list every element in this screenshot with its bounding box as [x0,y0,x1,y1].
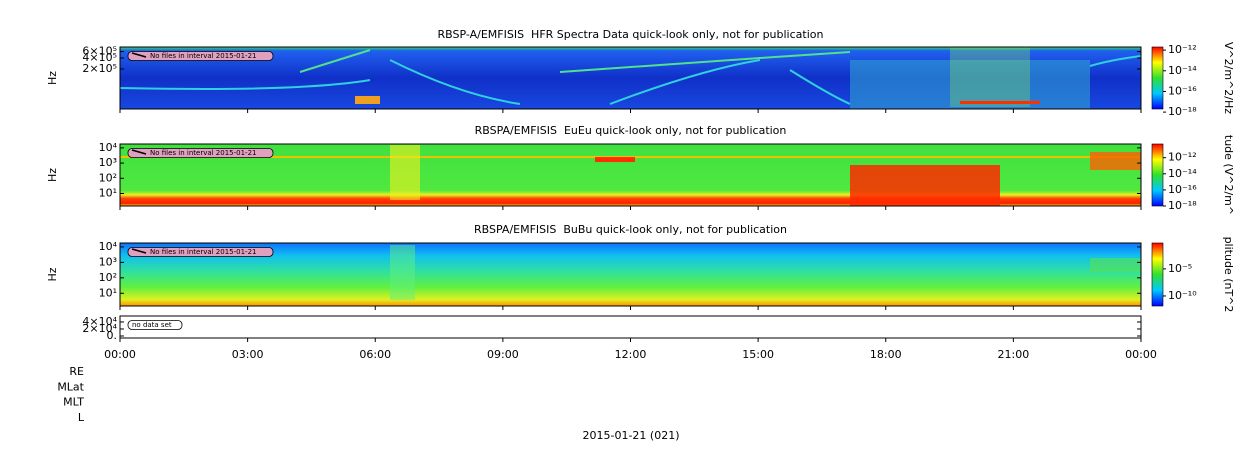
annotation-icon [131,248,147,254]
x-tick-label: 00:00 [104,348,136,361]
ephemeris-label: MLT [63,396,84,409]
annotation-box [127,51,274,61]
y-tick-label: 2×10⁵ [82,62,117,75]
colorbar-tick-label: 10⁻¹⁶ [1168,84,1197,97]
y-tick-label: 10² [99,171,117,184]
y-tick-label: 10² [99,271,117,284]
y-label: Hz [46,168,59,182]
colorbar [1151,242,1164,307]
y-tick-label: 2×10⁴ [82,322,117,335]
colorbar-label: V^2/m^2/Hz [1222,42,1235,114]
x-tick-label: 00:00 [1125,348,1157,361]
colorbar-label: tude (V^2/m^ [1222,135,1235,215]
annotation: no data set [132,321,172,329]
colorbar-tick-label: 10⁻⁵ [1168,262,1192,275]
x-tick-label: 03:00 [232,348,264,361]
y-tick-label: 6×10⁵ [82,45,117,58]
x-tick-label: 18:00 [870,348,902,361]
spectrogram-image [119,47,1142,338]
panel-title: RBSPA/EMFISIS BuBu quick-look only, not … [474,223,787,236]
y-label: Hz [46,267,59,281]
colorbar-tick-label: 10⁻¹⁴ [1168,64,1197,77]
colorbar-label: plitude (nT^2 [1222,237,1235,313]
colorbar [1151,143,1164,207]
y-tick-label: 4×10⁵ [82,51,117,64]
y-tick-label: 10⁴ [99,240,118,253]
y-tick-label: 10¹ [99,186,117,199]
y-tick-label: 10¹ [99,286,117,299]
annotation-icon [131,52,147,58]
panel-title: RBSP-A/EMFISIS HFR Spectra Data quick-lo… [438,28,824,41]
y-tick-label: 10³ [99,255,117,268]
x-tick-label: 12:00 [615,348,647,361]
colorbar-tick-label: 10⁻¹² [1168,43,1197,56]
annotation: No files in interval 2015-01-21 [150,52,256,60]
colorbar-tick-label: 10⁻¹⁸ [1168,105,1197,118]
ephemeris-label: RE [69,365,84,378]
colorbar-tick-label: 10⁻¹⁴ [1168,167,1197,180]
panel-title: RBSPA/EMFISIS EuEu quick-look only, not … [475,124,787,137]
x-tick-label: 09:00 [487,348,519,361]
colorbar-tick-label: 10⁻¹² [1168,151,1197,164]
annotation-icon [131,149,147,155]
x-tick-label: 21:00 [998,348,1030,361]
y-tick-label: 10³ [99,156,117,169]
annotation: No files in interval 2015-01-21 [150,149,256,157]
colorbar-tick-label: 10⁻¹⁶ [1168,183,1197,196]
ephemeris-label: MLat [57,380,84,393]
colorbar [1151,46,1164,110]
annotation-box [127,247,274,257]
y-tick-label: 0. [107,329,118,342]
y-label: Hz [46,71,59,85]
colorbar-tick-label: 10⁻¹⁸ [1168,199,1197,212]
annotation-box [127,320,183,330]
annotation-box [127,148,274,158]
x-tick-label: 15:00 [742,348,774,361]
y-tick-label: 10⁴ [99,141,118,154]
x-tick-label: 06:00 [359,348,391,361]
y-tick-label: 4×10⁴ [82,315,117,328]
x-label: 2015-01-21 (021) [582,429,679,442]
ephemeris-label: L [78,411,85,424]
colorbar-tick-label: 10⁻¹⁰ [1168,289,1197,302]
annotation: No files in interval 2015-01-21 [150,248,256,256]
